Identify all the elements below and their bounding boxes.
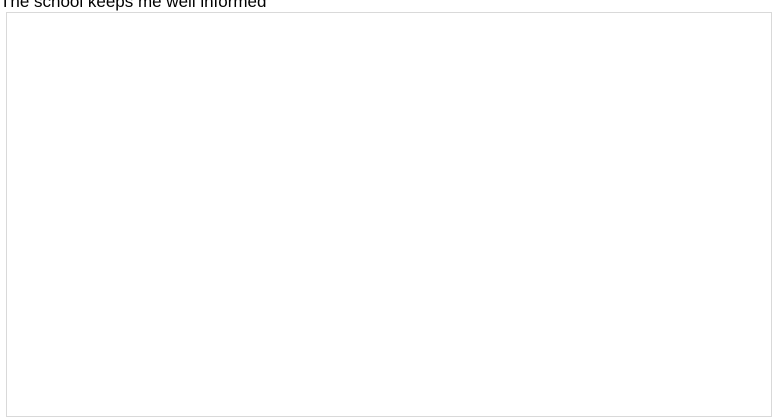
y-tick-label: 5 [33, 327, 40, 341]
y-tick-label: 10 [27, 278, 41, 292]
bars [108, 140, 714, 382]
x-category-label: Agree [255, 399, 287, 413]
x-category-label: Don't Know [660, 399, 721, 413]
y-tick-label: 25 [27, 133, 41, 147]
y-axis-tick-labels: 0 5 10 15 20 25 30 [27, 85, 41, 389]
y-tick-label: 15 [27, 230, 41, 244]
chart-title: The school keeps me well informed [254, 37, 567, 59]
bar [388, 372, 434, 382]
bar [248, 304, 295, 382]
bar [108, 140, 155, 382]
y-tick-label: 30 [27, 85, 41, 99]
x-category-label: Strongly Agree [92, 399, 171, 413]
bar [667, 362, 714, 382]
y-tick-label: 0 [33, 375, 40, 389]
page-heading: The school keeps me well informed [0, 0, 267, 11]
x-category-label: Strongly Disagree [503, 399, 599, 413]
gridlines [62, 91, 760, 383]
x-axis-category-labels: Strongly Agree Agree Disagree Strongly Disa… [92, 399, 721, 413]
y-tick-label: 20 [27, 182, 41, 196]
x-category-label: Disagree [387, 399, 435, 413]
